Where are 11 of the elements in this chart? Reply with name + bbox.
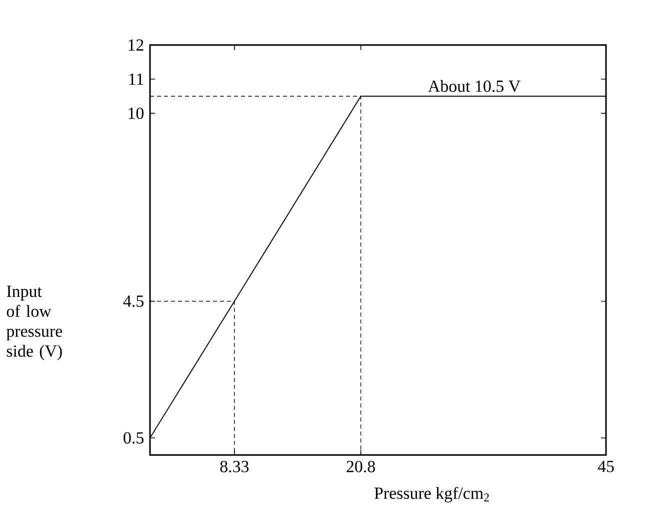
- y-tick-label: 4.5: [123, 296, 144, 307]
- x-axis-title: Pressure kgf/cm$_{2}$: [374, 486, 489, 502]
- x-tick-label: 45: [598, 460, 614, 472]
- annotation: About 10.5 V: [428, 80, 520, 92]
- y-tick-label: 10: [128, 108, 144, 120]
- x-tick-label: 20.8: [346, 460, 375, 472]
- x-tick-label: 8.33: [220, 460, 249, 472]
- y-tick-label: 11: [129, 74, 144, 85]
- y-axis-title: Input of low pressure side (V): [6, 286, 62, 360]
- y-tick-label: 12: [128, 39, 144, 51]
- y-tick-label: 0.5: [124, 432, 144, 444]
